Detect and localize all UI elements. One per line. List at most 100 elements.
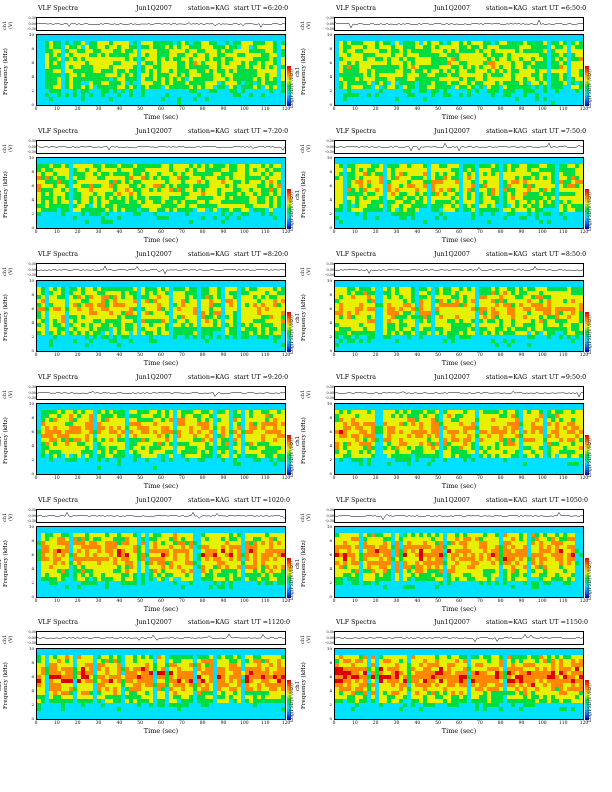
spectrogram-cell <box>439 168 444 173</box>
spectrogram-cell <box>273 208 278 213</box>
spectrogram-cell <box>209 176 214 181</box>
spectrogram-cell <box>571 65 576 70</box>
spectrogram-cell <box>209 327 214 332</box>
spectrogram-cell <box>359 97 364 102</box>
spectrogram-cell <box>535 204 540 209</box>
spectrogram-cell <box>571 101 576 105</box>
spectrogram-cell <box>551 81 556 86</box>
spectrogram-cell <box>61 335 66 340</box>
spectrogram-cell <box>495 41 500 46</box>
spectrogram-cell <box>253 164 258 169</box>
spectrogram-cell <box>217 49 222 54</box>
spectrogram-cell <box>257 192 262 197</box>
spectrogram-cell <box>221 53 226 58</box>
spectrogram-cell <box>225 176 230 181</box>
spectrogram-cell <box>189 315 194 320</box>
spectrogram-cell <box>519 216 524 221</box>
spectrogram-cell <box>201 208 206 213</box>
spectrogram-cell <box>387 220 392 225</box>
spectrogram-cell <box>93 85 98 90</box>
spectrogram-cell <box>93 53 98 58</box>
spectrogram-cell <box>431 192 436 197</box>
spectrogram-cell <box>343 188 348 193</box>
spectrogram-cell <box>543 176 548 181</box>
spectrogram-cell <box>221 303 226 308</box>
spectrogram-cell <box>467 65 472 70</box>
spectrogram-cell <box>261 101 266 105</box>
spectrogram-cell <box>339 73 344 78</box>
spectrogram-cell <box>85 224 90 228</box>
timeseries-yticks: 0.30 0.00 -0.30 <box>24 139 36 155</box>
spectrogram-cell <box>571 200 576 205</box>
spectrogram-cell <box>41 184 46 189</box>
spectrogram-cell <box>65 45 70 50</box>
spectrogram-cell <box>343 69 348 74</box>
spectrogram-cell <box>193 335 198 340</box>
spectrogram-cell <box>419 212 424 217</box>
spectrogram-cell <box>427 176 432 181</box>
spectrogram-cell <box>261 45 266 50</box>
spectrogram-cell <box>229 204 234 209</box>
spectrogram-cell <box>165 85 170 90</box>
spectrogram-cell <box>411 176 416 181</box>
spectrogram-cell <box>197 164 202 169</box>
spectrogram-cell <box>133 93 138 98</box>
spectrogram-cell <box>343 168 348 173</box>
spectrogram-cell <box>579 41 583 46</box>
spectrogram-cell <box>53 41 58 46</box>
spectrogram-cell <box>105 335 110 340</box>
spectrogram-cell <box>93 204 98 209</box>
spectrogram-cell <box>443 101 448 105</box>
spectrogram-cell <box>245 176 250 181</box>
spectrogram-plot <box>36 280 286 352</box>
spectrogram-cell <box>451 204 456 209</box>
x-tick-label: 20 <box>74 107 81 112</box>
spectrogram-cell <box>77 347 82 351</box>
spectrogram-cell <box>503 61 508 66</box>
spectrogram-cell <box>173 331 178 336</box>
spectrogram-cell <box>543 81 548 86</box>
spectrogram-cell <box>347 49 352 54</box>
spectrogram-cell <box>137 73 142 78</box>
spectrogram-cell <box>97 57 102 62</box>
spectrogram-cell <box>245 200 250 205</box>
spectrogram-cell <box>451 180 456 185</box>
spectrogram-cell <box>547 212 552 217</box>
spectrogram-cell <box>189 220 194 225</box>
spectrogram-cell <box>455 53 460 58</box>
spectrogram-cell <box>93 303 98 308</box>
spectrogram-cell <box>419 176 424 181</box>
spectrogram-cell <box>355 184 360 189</box>
spectrogram-cell <box>65 343 70 348</box>
spectrogram-cell <box>161 224 166 228</box>
spectrogram-cell <box>379 212 384 217</box>
spectrogram-cell <box>431 41 436 46</box>
spectrogram-cell <box>185 41 190 46</box>
spectrogram-cell <box>415 220 420 225</box>
spectrogram-cell <box>343 81 348 86</box>
spectrogram-cell <box>431 164 436 169</box>
spectrogram-cell <box>189 323 194 328</box>
timeseries-plot <box>36 263 286 277</box>
spectrogram-cell <box>93 81 98 86</box>
spectrogram-cell <box>85 97 90 102</box>
spectrogram-cell <box>531 180 536 185</box>
spectrogram-cell <box>133 184 138 189</box>
spectrogram-cell <box>503 101 508 105</box>
spectrogram-cell <box>511 224 516 228</box>
spectrogram-cell <box>273 97 278 102</box>
timeseries-plot <box>334 140 584 154</box>
spectrogram-cell <box>431 61 436 66</box>
spectrogram-cell <box>197 311 202 316</box>
spectrogram-cell <box>539 168 544 173</box>
spectrogram-cell <box>423 101 428 105</box>
spectrogram-cell <box>237 299 242 304</box>
spectrogram-cell <box>399 212 404 217</box>
spectrogram-cell <box>77 180 82 185</box>
spectrogram-cell <box>177 216 182 221</box>
spectrogram-cell <box>213 85 218 90</box>
spectrogram-cell <box>543 192 548 197</box>
spectrogram-cell <box>221 208 226 213</box>
spectrogram-cell <box>241 41 246 46</box>
spectrogram-cell <box>245 65 250 70</box>
